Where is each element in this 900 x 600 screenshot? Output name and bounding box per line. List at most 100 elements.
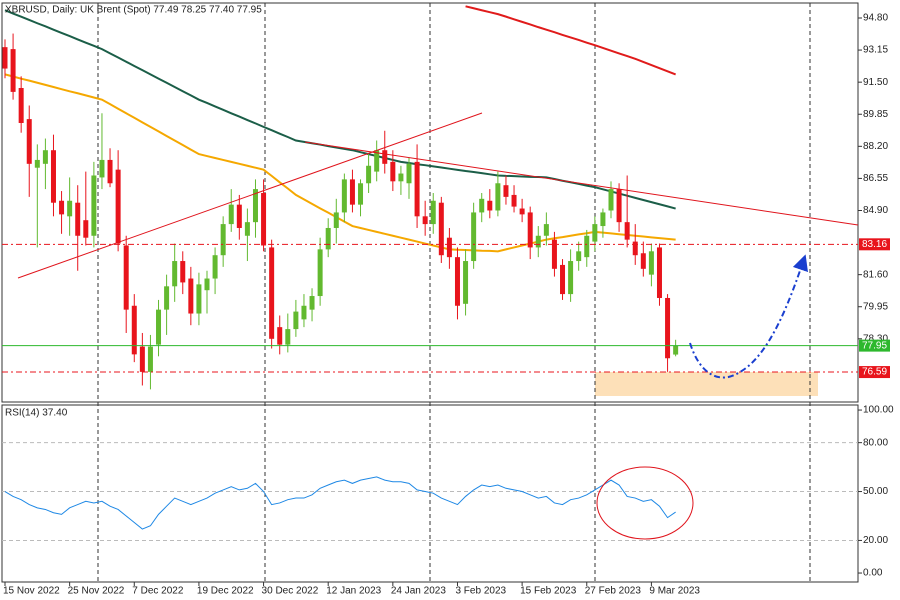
candle-body xyxy=(123,245,129,310)
candle-body xyxy=(333,212,339,228)
candle-body xyxy=(236,204,242,228)
y-tick-label: 100.00 xyxy=(863,405,894,416)
trend-line xyxy=(304,141,859,226)
candle-body xyxy=(479,198,485,213)
candle-body xyxy=(527,212,533,248)
candle-body xyxy=(349,179,355,205)
candle-body xyxy=(83,220,89,238)
y-tick-label: 89.85 xyxy=(863,109,888,120)
candle-body xyxy=(301,305,307,320)
candle-body xyxy=(26,119,32,164)
candle-body xyxy=(503,185,509,197)
x-tick-label: 9 Mar 2023 xyxy=(649,586,700,597)
candle-body xyxy=(188,278,194,314)
candle-body xyxy=(551,239,557,269)
candle-body xyxy=(576,251,582,262)
chart-title: XBRUSD, Daily: UK Brent (Spot) 77.49 78.… xyxy=(5,5,262,16)
candle-body xyxy=(495,183,501,211)
candle-body xyxy=(398,173,404,182)
y-tick-label: 81.60 xyxy=(863,269,888,280)
price-level-label: 77.95 xyxy=(862,340,887,351)
x-tick-label: 27 Feb 2023 xyxy=(585,586,642,597)
y-tick-label: 86.55 xyxy=(863,173,888,184)
candle-body xyxy=(543,224,549,236)
rsi-line xyxy=(4,476,676,530)
candle-body xyxy=(430,200,436,225)
candle-body xyxy=(204,278,210,291)
candle-body xyxy=(584,235,590,258)
candle-body xyxy=(560,264,566,295)
candle-body xyxy=(59,200,65,215)
candle-body xyxy=(487,200,493,211)
candle-body xyxy=(147,346,153,372)
candle-body xyxy=(454,257,460,306)
candle-body xyxy=(261,192,267,246)
price-level-tag xyxy=(859,238,890,251)
candle-body xyxy=(180,261,186,283)
rsi-plot xyxy=(4,476,676,530)
candle-body xyxy=(18,87,24,123)
x-tick-label: 15 Nov 2022 xyxy=(3,586,60,597)
candle-body xyxy=(535,235,541,248)
candle-body xyxy=(50,150,56,203)
x-tick-label: 24 Jan 2023 xyxy=(391,586,446,597)
candle-body xyxy=(164,286,170,310)
candle-body xyxy=(463,261,469,304)
candle-body xyxy=(196,284,202,314)
candle-body xyxy=(277,327,283,345)
candle-body xyxy=(422,216,428,225)
price-level-label: 76.59 xyxy=(862,367,887,378)
x-tick-label: 15 Feb 2023 xyxy=(520,586,577,597)
candle-body xyxy=(244,222,250,236)
candle-body xyxy=(438,202,444,256)
candle-body xyxy=(220,224,226,256)
candle-body xyxy=(471,212,477,262)
candle-body xyxy=(608,189,614,211)
candle-body xyxy=(648,251,654,275)
candle-body xyxy=(139,346,145,372)
y-tick-label: 79.95 xyxy=(863,301,888,312)
drawings xyxy=(17,112,859,540)
candle-body xyxy=(172,261,178,287)
support-zone xyxy=(595,372,818,396)
candle-body xyxy=(131,305,137,355)
candle-body xyxy=(406,163,412,184)
candle-body xyxy=(228,204,234,225)
y-tick-label: 84.90 xyxy=(863,205,888,216)
candle-body xyxy=(285,329,291,345)
candle-body xyxy=(42,150,48,164)
x-tick-label: 30 Dec 2022 xyxy=(262,586,319,597)
candle-body xyxy=(592,224,598,242)
y-tick-label: 94.80 xyxy=(863,13,888,24)
candle-body xyxy=(67,200,73,217)
x-tick-label: 7 Dec 2022 xyxy=(132,586,184,597)
candle-body xyxy=(317,249,323,297)
candle-body xyxy=(568,261,574,295)
candle-body xyxy=(115,169,121,244)
candle-body xyxy=(309,296,315,310)
rsi-highlight xyxy=(596,466,694,540)
candle-body xyxy=(414,161,420,217)
candle-body xyxy=(269,247,275,339)
candle-body xyxy=(673,345,679,355)
candle-body xyxy=(34,159,40,168)
candle-body xyxy=(382,150,388,164)
candle-body xyxy=(293,311,299,330)
candle-body xyxy=(358,183,364,205)
forecast-arrow xyxy=(689,254,808,379)
candle-body xyxy=(212,255,218,279)
candle-body xyxy=(656,247,662,298)
candle-body xyxy=(2,47,8,69)
candle-body xyxy=(624,222,630,240)
candle-body xyxy=(252,189,258,223)
y-tick-label: 50.00 xyxy=(863,486,888,497)
price-level-tag xyxy=(859,339,890,352)
candle-body xyxy=(156,309,162,345)
period-separators xyxy=(97,3,811,582)
candle-body xyxy=(366,165,372,184)
candle-body xyxy=(75,202,81,236)
candle-body xyxy=(341,179,347,213)
x-tick-label: 25 Nov 2022 xyxy=(68,586,125,597)
x-tick-label: 19 Dec 2022 xyxy=(197,586,254,597)
